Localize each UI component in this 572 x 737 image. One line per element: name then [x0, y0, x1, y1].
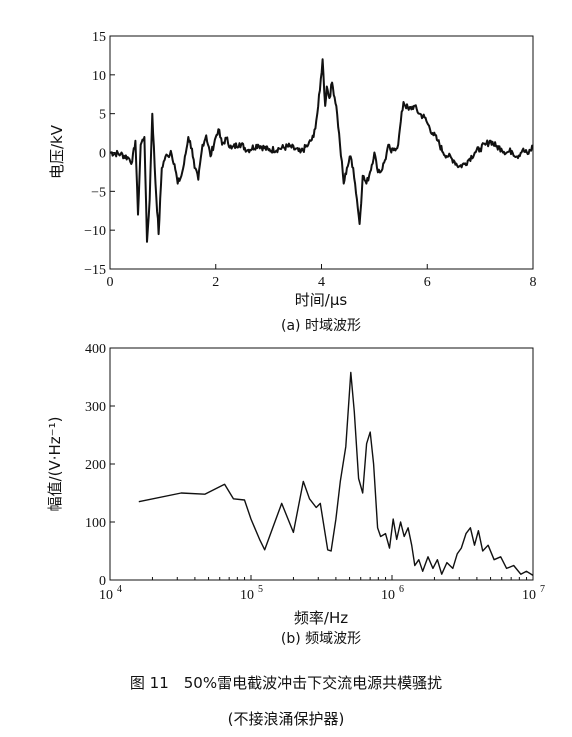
chart-a-y-ticks: −15 −10 −5 0 5 10 15 — [84, 30, 115, 278]
chart-b-frame — [109, 347, 534, 581]
chart-b: 10 4 10 5 10 6 10 7 0 100 200 300 400 幅值/(V·Hz⁻¹) 频… — [46, 342, 545, 647]
chart-b-x-tick-label: 10 — [240, 588, 254, 603]
chart-a-xlabel: 时间/μs — [295, 291, 348, 309]
chart-a-x-tick-label: 6 — [424, 275, 431, 290]
chart-a-x-tick-label: 2 — [212, 275, 219, 290]
chart-b-x-tick-label: 10 — [381, 588, 395, 603]
chart-b-y-tick-label: 100 — [85, 516, 106, 531]
figure-caption-line2: (不接浪涌保护器) — [227, 710, 345, 728]
chart-a-y-tick-label: −10 — [84, 224, 106, 239]
chart-b-y-ticks: 0 100 200 300 400 — [85, 342, 115, 589]
chart-b-y-tick-label: 300 — [85, 400, 106, 415]
chart-a-y-tick-label: 5 — [99, 108, 106, 123]
chart-b-x-tick-exponent: 5 — [258, 584, 263, 595]
chart-a: 0 2 4 6 8 −15 −10 −5 0 5 10 15 电压/kV 时间/μs (a) 时域波… — [48, 30, 537, 334]
chart-b-x-tick-exponent: 7 — [540, 584, 545, 595]
chart-b-series-line — [138, 371, 534, 576]
chart-b-x-tick-exponent: 4 — [117, 584, 122, 595]
chart-b-x-tick-label: 10 — [522, 588, 536, 603]
chart-b-xlabel: 频率/Hz — [294, 609, 348, 627]
chart-b-subtitle: (b) 频域波形 — [281, 631, 361, 647]
chart-a-y-tick-label: −15 — [84, 263, 106, 278]
chart-a-y-tick-label: 15 — [92, 30, 106, 45]
chart-b-x-tick-label: 10 — [99, 588, 113, 603]
figure-caption-line1: 图 11 50%雷电截波冲击下交流电源共模骚扰 — [129, 674, 443, 692]
chart-a-x-tick-label: 0 — [107, 275, 114, 290]
chart-a-series-line — [109, 58, 534, 243]
chart-b-ylabel: 幅值/(V·Hz⁻¹) — [46, 417, 64, 512]
chart-b-x-tick-exponent: 6 — [399, 584, 404, 595]
chart-a-x-ticks: 0 2 4 6 8 — [107, 264, 537, 290]
chart-b-y-tick-label: 400 — [85, 342, 106, 357]
chart-a-ylabel: 电压/kV — [48, 124, 66, 179]
chart-a-y-tick-label: 0 — [99, 147, 106, 162]
chart-b-y-tick-label: 0 — [99, 574, 106, 589]
chart-a-x-tick-label: 4 — [318, 275, 325, 290]
chart-a-y-tick-label: −5 — [91, 185, 106, 200]
chart-b-y-tick-label: 200 — [85, 458, 106, 473]
chart-a-x-tick-label: 8 — [530, 275, 537, 290]
chart-a-subtitle: (a) 时域波形 — [281, 318, 361, 334]
chart-a-y-tick-label: 10 — [92, 69, 106, 84]
chart-b-x-ticks: 10 4 10 5 10 6 10 7 — [99, 575, 545, 603]
